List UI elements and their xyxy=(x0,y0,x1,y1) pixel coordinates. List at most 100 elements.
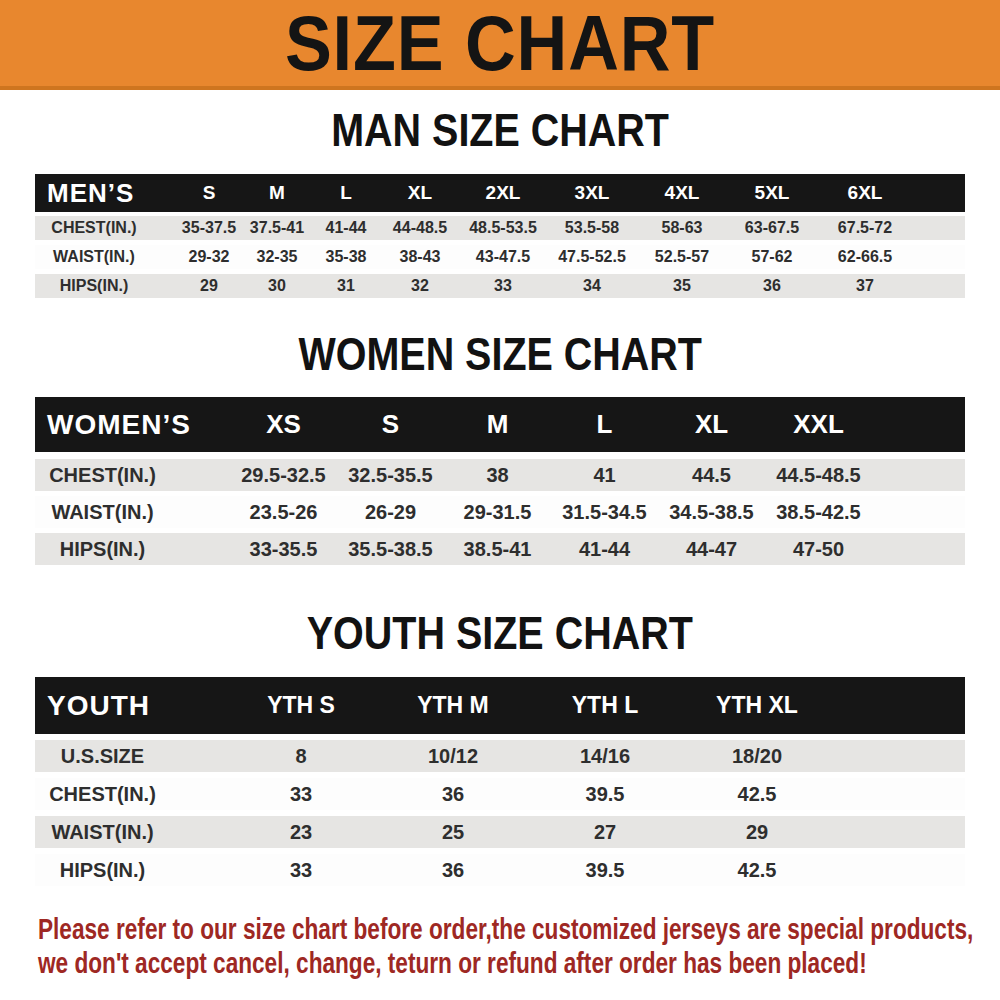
note-line-2: we don't accept cancel, change, teturn o… xyxy=(38,946,788,980)
size-value: 33 xyxy=(459,277,547,295)
size-value: 47-50 xyxy=(765,538,872,561)
size-value: 29 xyxy=(681,821,833,844)
size-column-header: YTH L xyxy=(529,692,681,719)
size-value: 38.5-42.5 xyxy=(765,501,872,524)
size-value: 44.5 xyxy=(658,464,765,487)
size-value: 35 xyxy=(637,277,727,295)
women-size-heading-text: WOMEN SIZE CHART xyxy=(298,330,702,377)
size-charts: MAN SIZE CHART MEN’SSMLXL2XL3XL4XL5XL6XL… xyxy=(0,112,1000,886)
size-value: 32.5-35.5 xyxy=(337,464,444,487)
size-value: 62-66.5 xyxy=(817,248,913,266)
size-column-header: L xyxy=(311,182,381,204)
size-value: 10/12 xyxy=(377,745,529,768)
size-value: 36 xyxy=(727,277,817,295)
row-label: WAIST(IN.) xyxy=(35,501,230,524)
size-column-header: XXL xyxy=(765,409,872,440)
size-value: 36 xyxy=(377,859,529,882)
row-label: HIPS(IN.) xyxy=(35,538,230,561)
size-value: 33 xyxy=(225,783,377,806)
row-label: HIPS(IN.) xyxy=(35,859,225,882)
row-label: CHEST(IN.) xyxy=(35,783,225,806)
man-size-heading-text: MAN SIZE CHART xyxy=(331,106,669,153)
size-value: 32-35 xyxy=(243,248,311,266)
size-value: 44-47 xyxy=(658,538,765,561)
youth-size-heading-text: YOUTH SIZE CHART xyxy=(307,609,693,656)
size-value: 14/16 xyxy=(529,745,681,768)
size-column-header: XL xyxy=(658,409,765,440)
size-value: 43-47.5 xyxy=(459,248,547,266)
row-label: HIPS(IN.) xyxy=(35,277,175,295)
size-value: 33 xyxy=(225,859,377,882)
size-value: 53.5-58 xyxy=(547,219,637,237)
size-column-header: 3XL xyxy=(547,182,637,204)
size-value: 48.5-53.5 xyxy=(459,219,547,237)
size-column-header: 6XL xyxy=(817,182,913,204)
table-title: MEN’S xyxy=(35,178,175,209)
size-value: 23 xyxy=(225,821,377,844)
size-value: 29 xyxy=(175,277,243,295)
row-label: WAIST(IN.) xyxy=(35,821,225,844)
size-value: 27 xyxy=(529,821,681,844)
size-value: 23.5-26 xyxy=(230,501,337,524)
table-row: CHEST(IN.)333639.542.5 xyxy=(35,778,965,810)
size-column-header: XL xyxy=(381,182,459,204)
page-title: SIZE CHART xyxy=(285,4,715,82)
table-row: HIPS(IN.)293031323334353637 xyxy=(35,274,965,298)
size-value: 33-35.5 xyxy=(230,538,337,561)
size-value: 35-37.5 xyxy=(175,219,243,237)
table-header-row: WOMEN’SXSSMLXLXXL xyxy=(35,397,965,452)
size-value: 44-48.5 xyxy=(381,219,459,237)
size-value: 32 xyxy=(381,277,459,295)
table-row: CHEST(IN.)35-37.537.5-4141-4444-48.548.5… xyxy=(35,216,965,240)
size-column-header: L xyxy=(551,409,658,440)
size-value: 37 xyxy=(817,277,913,295)
size-column-header: S xyxy=(175,182,243,204)
size-value: 42.5 xyxy=(681,783,833,806)
size-value: 31 xyxy=(311,277,381,295)
table-row: HIPS(IN.)333639.542.5 xyxy=(35,854,965,886)
size-column-header: YTH S xyxy=(225,692,377,719)
size-value: 41-44 xyxy=(551,538,658,561)
size-value: 38-43 xyxy=(381,248,459,266)
size-value: 38.5-41 xyxy=(444,538,551,561)
size-value: 52.5-57 xyxy=(637,248,727,266)
row-label: U.S.SIZE xyxy=(35,745,225,768)
size-value: 57-62 xyxy=(727,248,817,266)
man-size-heading: MAN SIZE CHART xyxy=(0,112,1000,146)
youth-size-heading: YOUTH SIZE CHART xyxy=(0,615,1000,649)
size-value: 44.5-48.5 xyxy=(765,464,872,487)
table-row: HIPS(IN.)33-35.535.5-38.538.5-4141-4444-… xyxy=(35,533,965,565)
size-column-header: YTH M xyxy=(377,692,529,719)
size-value: 37.5-41 xyxy=(243,219,311,237)
note-line-1: Please refer to our size chart before or… xyxy=(38,912,788,946)
size-value: 34 xyxy=(547,277,637,295)
man-size-table: MEN’SSMLXL2XL3XL4XL5XL6XLCHEST(IN.)35-37… xyxy=(35,174,965,298)
size-value: 29-31.5 xyxy=(444,501,551,524)
size-value: 35-38 xyxy=(311,248,381,266)
size-value: 34.5-38.5 xyxy=(658,501,765,524)
women-size-heading: WOMEN SIZE CHART xyxy=(0,336,1000,370)
table-header-row: MEN’SSMLXL2XL3XL4XL5XL6XL xyxy=(35,174,965,212)
row-label: WAIST(IN.) xyxy=(35,248,175,266)
table-header-row: YOUTHYTH SYTH MYTH LYTH XL xyxy=(35,677,965,734)
size-column-header: 5XL xyxy=(727,182,817,204)
size-value: 63-67.5 xyxy=(727,219,817,237)
size-value: 42.5 xyxy=(681,859,833,882)
order-note: Please refer to our size chart before or… xyxy=(0,912,1000,980)
size-column-header: M xyxy=(243,182,311,204)
size-value: 35.5-38.5 xyxy=(337,538,444,561)
table-title: YOUTH xyxy=(35,690,225,722)
size-column-header: YTH XL xyxy=(681,692,833,719)
table-row: WAIST(IN.)23252729 xyxy=(35,816,965,848)
row-label: CHEST(IN.) xyxy=(35,464,230,487)
size-value: 8 xyxy=(225,745,377,768)
size-value: 38 xyxy=(444,464,551,487)
size-column-header: S xyxy=(337,409,444,440)
size-column-header: XS xyxy=(230,409,337,440)
table-row: U.S.SIZE810/1214/1618/20 xyxy=(35,740,965,772)
table-row: CHEST(IN.)29.5-32.532.5-35.5384144.544.5… xyxy=(35,459,965,491)
size-column-header: M xyxy=(444,409,551,440)
youth-size-table: YOUTHYTH SYTH MYTH LYTH XL U.S.SIZE810/12… xyxy=(35,677,965,886)
row-label: CHEST(IN.) xyxy=(35,219,175,237)
size-value: 26-29 xyxy=(337,501,444,524)
